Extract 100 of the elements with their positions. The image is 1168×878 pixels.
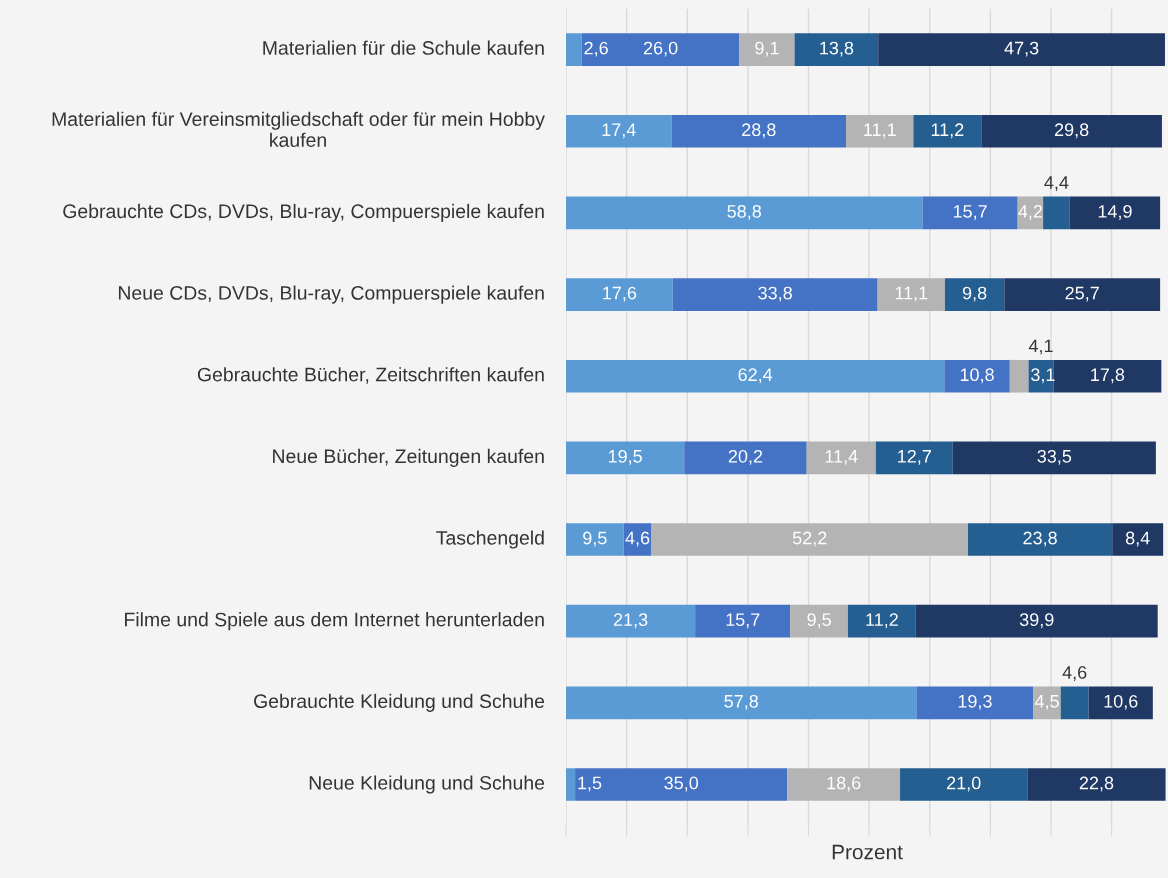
data-label: 11,1 <box>895 286 928 302</box>
y-tick-label: Gebrauchte CDs, DVDs, Blu-ray, Compuerspiele kaufen <box>63 203 544 222</box>
y-tick-label: Neue Kleidung und Schuhe <box>309 775 545 794</box>
y-tick-label: Materialien für die Schule kaufen <box>263 40 544 55</box>
data-label: 8,4 <box>1125 531 1150 547</box>
bar <box>651 523 968 556</box>
data-label: 17,4 <box>602 123 636 139</box>
data-label: 4,4 <box>1044 176 1069 192</box>
data-label: 10,8 <box>960 368 994 384</box>
data-label: 4,2 <box>1018 204 1043 220</box>
y-tick-label: Gebrauchte Bücher, Zeitschriften kaufen <box>197 367 544 384</box>
bar <box>787 768 901 801</box>
data-label: 18,6 <box>827 776 861 792</box>
bar <box>1112 523 1164 556</box>
bar <box>566 604 696 638</box>
data-label: 17,6 <box>603 286 637 302</box>
data-label: 62,4 <box>738 368 773 384</box>
data-label: 9,5 <box>807 613 831 629</box>
bar <box>566 33 582 66</box>
bar <box>1060 686 1089 720</box>
data-label: 15,7 <box>726 613 760 629</box>
data-label: 21,0 <box>947 776 981 792</box>
bar <box>566 359 945 393</box>
x-axis-title: Prozent <box>832 844 903 860</box>
bar <box>566 686 917 720</box>
data-label: 57,8 <box>724 694 758 710</box>
y-tick-label: Gebrauchte Kleidung und Schuhe <box>254 693 545 712</box>
bar <box>846 114 914 148</box>
data-label: 22,8 <box>1079 776 1114 792</box>
y-tick-label: Neue CDs, DVDs, Blu-ray, Compuerspiele kaufen <box>118 285 544 304</box>
data-label: 25,7 <box>1065 286 1099 302</box>
data-label: 11,1 <box>864 123 896 139</box>
bar <box>981 114 1162 148</box>
bar <box>1004 278 1161 311</box>
data-label: 23,8 <box>1023 531 1057 547</box>
data-label: 9,1 <box>755 41 779 57</box>
data-label: 14,9 <box>1098 204 1132 220</box>
data-label: 33,5 <box>1037 449 1072 465</box>
data-label: 3,1 <box>1031 368 1055 384</box>
bar <box>916 686 1034 720</box>
y-tick-label: Materialien für Vereinsmitgliedschaft oder für mein Hobby kaufen <box>52 111 545 147</box>
bar <box>1069 196 1161 230</box>
bar <box>944 278 1005 311</box>
data-label: 35,0 <box>664 776 699 792</box>
bar <box>672 278 878 311</box>
bar <box>913 114 982 148</box>
data-label: 11,4 <box>825 450 858 465</box>
bar <box>1088 686 1153 720</box>
data-label: 39,9 <box>1019 613 1054 629</box>
data-label: 4,5 <box>1034 695 1059 710</box>
data-label: 58,8 <box>727 204 762 220</box>
bar <box>575 768 788 801</box>
bar <box>900 768 1028 801</box>
bar <box>1033 686 1061 720</box>
data-label: 2,6 <box>584 41 608 57</box>
bar <box>1043 196 1070 230</box>
bar <box>1053 359 1162 393</box>
bar <box>915 604 1158 638</box>
bar <box>671 114 847 148</box>
bar <box>581 33 740 66</box>
data-label: 19,3 <box>958 694 992 710</box>
data-label: 4,1 <box>1028 339 1053 355</box>
bar <box>944 359 1010 393</box>
data-label: 9,5 <box>583 531 607 547</box>
y-tick-label: Neue Bücher, Zeitungen kaufen <box>273 448 544 467</box>
data-label: 15,7 <box>953 205 987 220</box>
bar <box>684 441 807 475</box>
bar <box>922 196 1018 230</box>
bar <box>794 33 879 66</box>
bar <box>566 523 624 556</box>
data-label: 13,8 <box>820 41 854 57</box>
data-label: 4,6 <box>1062 666 1087 681</box>
bar <box>566 278 673 311</box>
bar <box>847 604 916 638</box>
data-label: 1,5 <box>578 776 602 792</box>
data-label: 29,8 <box>1054 123 1089 139</box>
data-label: 10,6 <box>1104 694 1138 710</box>
data-label: 9,8 <box>962 286 987 302</box>
data-label: 28,8 <box>742 123 776 139</box>
bar <box>806 441 876 475</box>
bar <box>878 33 1165 66</box>
data-label: 20,2 <box>728 449 763 465</box>
bar <box>566 196 923 230</box>
data-label: 11,2 <box>866 613 898 629</box>
data-label: 47,3 <box>1004 41 1039 57</box>
bar <box>566 114 672 148</box>
data-label: 33,8 <box>758 286 792 302</box>
bar <box>739 33 795 66</box>
data-label: 17,8 <box>1091 368 1125 384</box>
bar <box>695 604 791 638</box>
data-label: 52,2 <box>792 531 827 547</box>
data-label: 21,3 <box>613 613 648 629</box>
bar <box>967 523 1113 556</box>
data-label: 4,6 <box>625 531 650 547</box>
bar <box>1027 768 1166 801</box>
data-label: 11,2 <box>931 123 964 139</box>
data-label: 19,5 <box>608 449 642 465</box>
bar <box>1009 359 1029 393</box>
y-tick-label: Taschengeld <box>436 530 544 549</box>
data-label: 12,7 <box>898 449 931 465</box>
